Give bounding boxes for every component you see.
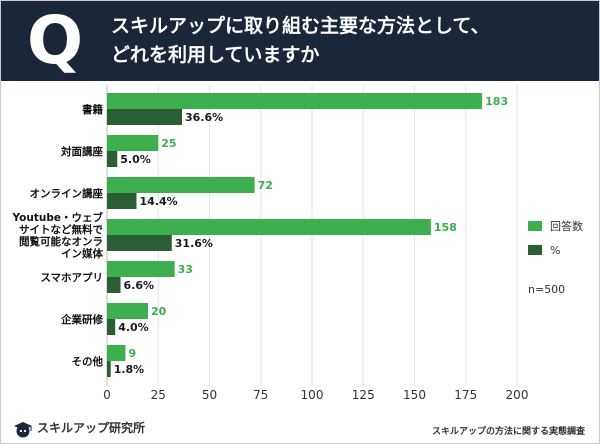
bar-percent: [107, 109, 183, 125]
graduation-cap-logo-icon: [14, 421, 32, 437]
legend-label: %: [550, 244, 560, 257]
x-tick-label: 50: [202, 388, 217, 402]
x-axis-ticks: 0 25 50 75 100 125 150 175 200: [103, 388, 528, 402]
x-tick-label: 175: [454, 388, 477, 402]
category-label: 対面講座: [60, 145, 103, 158]
bar-percent: [107, 151, 118, 167]
bar-percent: [107, 193, 137, 209]
data-label: 158: [434, 221, 457, 234]
chart-title-line-1: スキルアップに取り組む主要な方法として、: [111, 15, 490, 37]
bar-count: [107, 93, 483, 109]
data-label: 4.0%: [118, 321, 149, 334]
bar-percent: [107, 235, 172, 251]
bar-count: [107, 303, 148, 319]
x-tick-label: 0: [103, 388, 111, 402]
data-label: 14.4%: [140, 195, 178, 208]
data-label: 72: [258, 179, 273, 192]
data-label: 31.6%: [175, 237, 213, 250]
bar-count: [107, 219, 431, 235]
legend: 回答数% n=500: [528, 219, 583, 296]
x-tick-label: 125: [352, 388, 375, 402]
brand-name: スキルアップ研究所: [37, 421, 146, 435]
bar-count: [107, 177, 255, 193]
data-label: 20: [151, 305, 167, 318]
x-tick-label: 100: [301, 388, 324, 402]
sample-size-note: n=500: [528, 283, 565, 296]
category-label: その他: [72, 355, 104, 368]
chart-title: スキルアップに取り組む主要な方法として、 どれを利用していますか: [111, 12, 591, 70]
survey-source: スキルアップの方法に関する実態調査: [431, 427, 585, 437]
bar-percent: [107, 277, 121, 293]
category-label: Youtube・ウェブ: [12, 211, 104, 224]
chart-title-line-2: どれを利用していますか: [111, 44, 320, 66]
data-label: 183: [485, 95, 508, 108]
bar-count: [107, 345, 126, 361]
x-tick-label: 200: [506, 388, 529, 402]
category-label: 企業研修: [60, 313, 103, 326]
bar-count: [107, 135, 159, 151]
bar-percent: [107, 319, 116, 335]
legend-swatch: [528, 221, 542, 231]
bar-count: [107, 261, 175, 277]
x-tick-label: 75: [253, 388, 268, 402]
bar-percent: [107, 361, 111, 377]
category-label: 閲覧可能なオンラ: [19, 235, 103, 248]
legend-swatch: [528, 245, 542, 255]
data-label: 6.6%: [124, 279, 155, 292]
data-label: 9: [128, 347, 136, 360]
x-tick-label: 150: [403, 388, 426, 402]
question-header: Q スキルアップに取り組む主要な方法として、 どれを利用していますか: [1, 1, 599, 81]
bars: 183 36.6% 25 5.0% 72 14.4% 158 31.6% 33 6.6% 204.0…: [107, 93, 508, 377]
question-mark-letter: Q: [26, 2, 84, 79]
data-label: 36.6%: [185, 111, 223, 124]
brand-footer: スキルアップ研究所: [13, 419, 145, 438]
data-label: 33: [178, 263, 193, 276]
data-label: 5.0%: [120, 153, 151, 166]
category-label: 書籍: [82, 103, 103, 116]
data-label: 1.8%: [114, 363, 145, 376]
bar-chart: 183 36.6% 25 5.0% 72 14.4% 158 31.6% 33 6.6% 204.0…: [12, 85, 583, 402]
category-label: サイトなど無料で: [19, 223, 103, 236]
category-label: オンライン講座: [30, 187, 104, 200]
legend-label: 回答数: [550, 219, 583, 233]
category-label: イン媒体: [61, 247, 103, 260]
category-label: スマホアプリ: [40, 271, 103, 284]
data-label: 25: [161, 137, 176, 150]
x-tick-label: 25: [151, 388, 166, 402]
